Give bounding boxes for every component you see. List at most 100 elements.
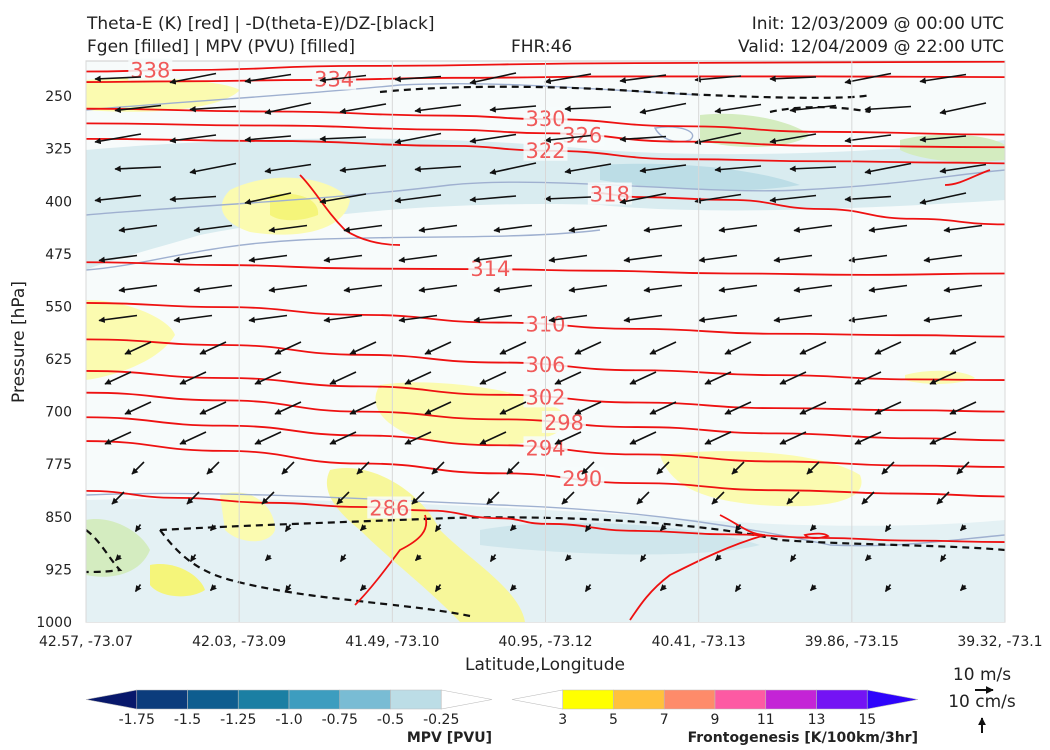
wind-vector <box>323 254 363 263</box>
wind-vector <box>394 132 442 145</box>
wind-vector <box>489 105 537 113</box>
wind-vector <box>414 554 422 562</box>
wind-vector <box>939 554 947 563</box>
colorbar-tick-label: -1.25 <box>220 712 256 728</box>
wind-vector <box>724 341 752 355</box>
wind-vector <box>404 431 432 445</box>
wind-vectors <box>94 72 987 593</box>
reference-vector-horizontal-label: 10 m/s <box>953 665 1011 685</box>
wind-vector <box>193 224 233 233</box>
wind-vector <box>134 524 142 533</box>
colorbar-swatch <box>187 689 239 710</box>
colorbar-swatch <box>136 689 188 710</box>
wind-vector <box>264 163 312 174</box>
wind-vector <box>731 461 745 475</box>
wind-vector <box>114 104 162 114</box>
wind-vector <box>629 371 657 385</box>
wind-vector <box>864 554 872 562</box>
wind-vector <box>939 102 987 115</box>
wind-vector <box>284 584 292 593</box>
colorbar-swatch <box>237 689 290 710</box>
colorbar-tick-label: 5 <box>609 712 618 728</box>
colorbar-tick-label: 3 <box>558 712 567 728</box>
wind-vector <box>619 192 667 205</box>
wind-vector <box>868 224 908 233</box>
wind-vector <box>398 254 438 263</box>
wind-vector <box>959 524 967 532</box>
wind-vector <box>274 401 302 415</box>
wind-vector <box>864 162 912 175</box>
wind-vector <box>479 431 507 445</box>
wind-vector <box>319 74 367 84</box>
x-tick-label: 42.03, -73.09 <box>192 634 286 650</box>
wind-vector <box>561 491 575 505</box>
mpv-fill <box>86 138 1005 270</box>
wind-vector <box>248 314 288 323</box>
wind-vector <box>623 314 663 323</box>
stability-contour <box>159 516 1005 552</box>
y-tick-label: 925 <box>45 562 72 578</box>
wind-vector <box>319 135 367 142</box>
wind-vector <box>418 224 458 233</box>
x-tick-label: 40.41, -73.13 <box>652 634 746 650</box>
wind-vector <box>881 461 895 475</box>
wind-vector <box>868 284 908 293</box>
wind-vector <box>339 554 347 563</box>
wind-vector <box>336 491 350 505</box>
wind-vector <box>434 584 442 593</box>
theta-e-label-bg <box>560 123 605 146</box>
wind-vector <box>574 401 602 415</box>
x-tick-label: 39.86, -73.15 <box>805 634 899 650</box>
colorbar-tick-label: -0.5 <box>377 712 404 728</box>
wind-vector <box>544 195 592 202</box>
wind-vector <box>414 104 462 114</box>
wind-vector <box>339 103 387 115</box>
wind-vector <box>398 314 438 323</box>
wind-vector <box>118 284 158 293</box>
colorbar-tick-label: -1.5 <box>174 712 201 728</box>
wind-vector <box>179 371 207 385</box>
wind-vector <box>359 584 367 592</box>
wind-vector <box>284 524 292 533</box>
wind-vector <box>199 341 227 355</box>
wind-vector <box>124 401 152 415</box>
wind-vector <box>418 284 458 293</box>
wind-vector <box>581 461 595 475</box>
colorbar-tick-label: -0.75 <box>322 712 358 728</box>
wind-vector <box>809 584 817 592</box>
wind-vector <box>854 431 882 445</box>
chart-title-line2: Fgen [filled] | MPV (PVU) [filled] <box>87 37 356 57</box>
wind-vector <box>254 371 282 385</box>
wind-vector <box>124 341 152 355</box>
wind-vector <box>929 431 957 445</box>
wind-vector <box>656 461 670 475</box>
wind-vector <box>861 491 875 505</box>
wind-vector <box>773 314 813 323</box>
theta-e-label-bg <box>560 467 605 490</box>
fgen-fill <box>150 564 205 597</box>
wind-vector <box>209 584 217 592</box>
valid-time: Valid: 12/04/2009 @ 22:00 UTC <box>738 37 1004 57</box>
colorbar-swatch <box>866 689 919 710</box>
wind-vector <box>789 165 837 172</box>
wind-vector <box>104 431 132 445</box>
wind-vector <box>489 162 537 175</box>
colorbar-swatch <box>85 689 138 710</box>
wind-vector <box>343 284 383 293</box>
wind-vector <box>714 554 722 562</box>
wind-vector <box>956 461 970 475</box>
colorbar-tick-label: 13 <box>808 712 826 728</box>
x-tick-label: 40.95, -73.12 <box>498 634 592 650</box>
wind-vector <box>169 195 217 203</box>
wind-vector <box>473 314 513 323</box>
wind-vector <box>473 254 513 263</box>
theta-e-contour-290 <box>86 440 1005 498</box>
wind-vector <box>499 341 527 355</box>
wind-vector <box>244 73 292 84</box>
wind-vector <box>434 524 442 533</box>
wind-vector <box>923 314 963 323</box>
x-axis-label: Latitude,Longitude <box>465 655 625 675</box>
wind-vector <box>949 341 977 355</box>
wind-vector <box>704 431 732 445</box>
